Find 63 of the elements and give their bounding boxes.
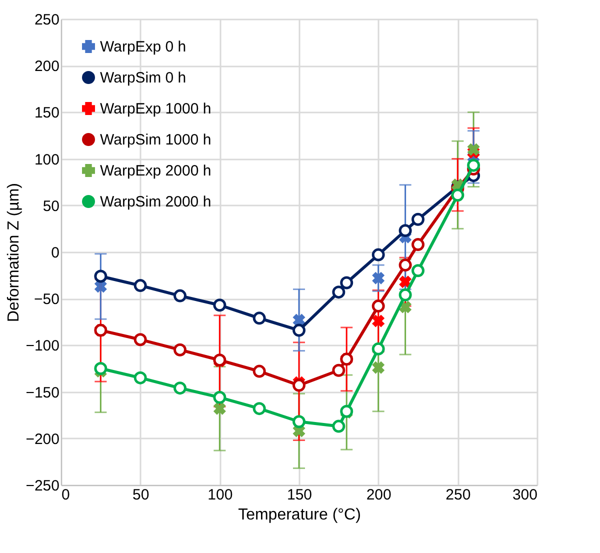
point	[134, 371, 147, 384]
legend-label: WarpExp 0 h	[100, 38, 186, 56]
x-tick-label: 300	[512, 486, 538, 504]
point	[94, 270, 108, 283]
point	[467, 158, 480, 172]
y-tick-label: 250	[34, 12, 60, 28]
legend-label: WarpSim 1000 h	[100, 132, 212, 148]
legend-label: WarpSim 2000 h	[100, 194, 212, 210]
point	[412, 238, 424, 252]
point	[399, 276, 412, 288]
x-axis-title: Temperature (°C)	[238, 506, 361, 524]
y-tick-label: −50	[34, 291, 60, 308]
legend-label: WarpExp 1000 h	[100, 100, 212, 118]
y-tick-label: −250	[26, 478, 60, 494]
point	[451, 188, 464, 202]
y-tick-label: 150	[34, 104, 60, 122]
y-tick-label: 100	[34, 151, 60, 168]
point	[292, 324, 306, 337]
point	[174, 343, 186, 356]
point	[134, 333, 147, 346]
y-tick-label: −100	[26, 338, 60, 355]
point	[372, 300, 385, 313]
point	[213, 298, 226, 312]
y-tick-label: 50	[42, 198, 60, 215]
legend-label: WarpExp 2000 h	[100, 162, 212, 180]
point	[372, 314, 385, 328]
point	[340, 276, 354, 290]
point	[332, 364, 346, 377]
point	[398, 288, 412, 302]
point	[372, 361, 385, 374]
point	[372, 342, 385, 356]
x-tick-label: 0	[62, 486, 70, 504]
point	[94, 362, 108, 375]
point	[332, 286, 346, 299]
point	[134, 279, 147, 292]
y-tick-label: −150	[26, 384, 60, 402]
point	[412, 212, 424, 226]
point	[213, 390, 226, 404]
y-tick-label: 0	[51, 244, 60, 262]
y-tick-label: 200	[34, 58, 60, 76]
point	[398, 258, 412, 272]
x-tick-label: 150	[286, 486, 312, 504]
point	[252, 312, 266, 325]
point	[332, 420, 346, 433]
point	[174, 382, 186, 395]
point	[412, 264, 424, 278]
point	[372, 248, 385, 262]
x-tick-label: 200	[366, 486, 392, 504]
x-tick-label: 100	[208, 486, 233, 504]
legend-label: WarpSim 0 h	[100, 70, 186, 86]
point	[398, 224, 412, 238]
point	[292, 378, 306, 392]
point	[292, 415, 306, 428]
point	[252, 364, 266, 378]
point	[174, 289, 186, 302]
y-axis-title: Deformation Z (µm)	[6, 182, 23, 322]
point	[213, 402, 226, 415]
y-tick-label: −200	[26, 430, 60, 448]
point	[372, 272, 385, 284]
point	[252, 402, 266, 416]
x-tick-label: 250	[446, 486, 471, 504]
point	[467, 143, 480, 156]
x-tick-label: 50	[132, 486, 150, 504]
